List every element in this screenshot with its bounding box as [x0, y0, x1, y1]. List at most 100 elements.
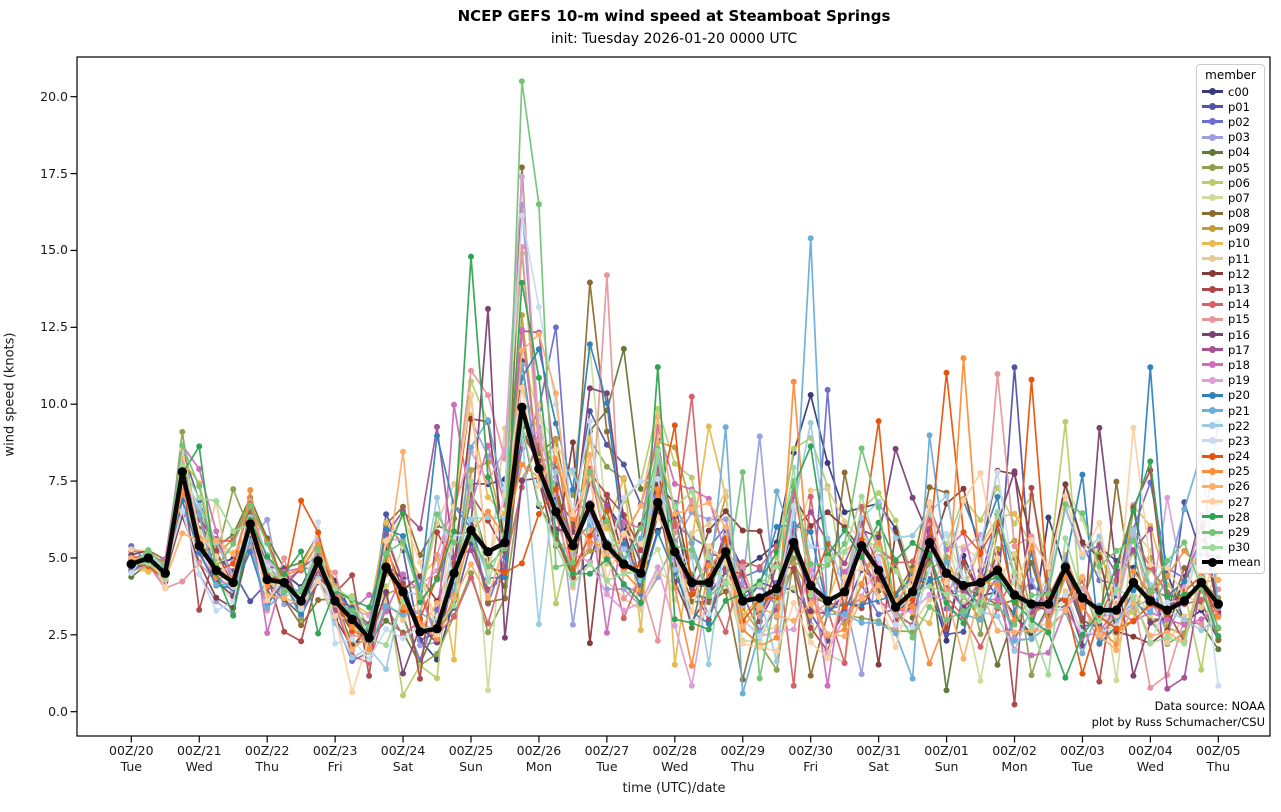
ensemble-line-p28 [128, 253, 1222, 681]
x-tick-label: 00Z/28 Wed [652, 743, 698, 774]
legend-entry-label: p20 [1228, 388, 1250, 403]
legend-entry-label: p05 [1228, 160, 1250, 175]
legend-entry-p11: p11 [1202, 251, 1259, 266]
legend-entry-label: p17 [1228, 342, 1250, 357]
legend-swatch [1202, 406, 1223, 415]
legend-entry-p19: p19 [1202, 373, 1259, 388]
legend-entry-p23: p23 [1202, 433, 1259, 448]
legend-swatch [1202, 209, 1223, 218]
y-tick-label: 2.5 [48, 626, 68, 642]
legend-entry-label: p21 [1228, 403, 1250, 418]
legend-entry-p30: p30 [1202, 540, 1259, 555]
y-tick-label: 5.0 [48, 549, 68, 565]
legend-entry-label: p04 [1228, 145, 1250, 160]
legend-swatch [1202, 512, 1223, 521]
legend-entry-p27: p27 [1202, 494, 1259, 509]
legend-entry-label: p27 [1228, 494, 1250, 509]
x-tick-label: 00Z/20 Tue [109, 743, 154, 774]
legend-entries: c00 p01 p02 p03 p04 p05 p06 p07 p08 p09 p10 p11 p12 p… [1202, 84, 1261, 570]
legend-swatch [1202, 360, 1223, 369]
legend-entry-p28: p28 [1202, 509, 1259, 524]
legend-entry-p17: p17 [1202, 342, 1259, 357]
legend-entry-label: p14 [1228, 297, 1250, 312]
legend-swatch [1202, 102, 1223, 111]
legend-entry-label: mean [1228, 555, 1261, 570]
x-tick-label: 00Z/02 Mon [992, 743, 1037, 774]
x-tick-label: 00Z/04 Wed [1128, 743, 1173, 774]
legend-swatch [1202, 193, 1223, 202]
y-axis-label: wind speed (knots) [2, 332, 18, 457]
legend-swatch [1202, 315, 1223, 324]
legend-entry-c00: c00 [1202, 84, 1259, 99]
legend-entry-label: p26 [1228, 479, 1250, 494]
legend-swatch [1202, 224, 1223, 233]
legend-entry-p18: p18 [1202, 357, 1259, 372]
legend-swatch [1202, 467, 1223, 476]
chart-title: NCEP GEFS 10-m wind speed at Steamboat S… [457, 7, 891, 25]
legend-entry-p16: p16 [1202, 327, 1259, 342]
legend-entry-p07: p07 [1202, 190, 1259, 205]
legend-entry-label: p30 [1228, 540, 1250, 555]
legend-swatch [1202, 178, 1223, 187]
legend-entry-p03: p03 [1202, 130, 1259, 145]
legend-entry-label: p29 [1228, 525, 1250, 540]
x-tick-label: 00Z/24 Sat [380, 743, 426, 774]
legend-swatch [1202, 452, 1223, 461]
chart-subtitle: init: Tuesday 2026-01-20 0000 UTC [550, 31, 798, 47]
x-axis-label: time (UTC)/date [622, 781, 726, 796]
x-tick-label: 00Z/21 Wed [176, 743, 222, 774]
legend-entry-label: p24 [1228, 449, 1250, 464]
legend-entry-label: p08 [1228, 206, 1250, 221]
legend-entry-p15: p15 [1202, 312, 1259, 327]
legend-entry-label: p01 [1228, 99, 1250, 114]
x-tick-label: 00Z/23 Fri [312, 743, 358, 774]
y-tick-label: 17.5 [40, 165, 68, 181]
legend-entry-label: p09 [1228, 221, 1250, 236]
x-tick-label: 00Z/29 Thu [720, 743, 766, 774]
legend-entry-p24: p24 [1202, 449, 1259, 464]
legend-entry-label: p02 [1228, 114, 1250, 129]
annotation: Data source: NOAA plot by Russ Schumache… [1092, 699, 1265, 730]
legend-entry-p01: p01 [1202, 99, 1259, 114]
legend-entry-p29: p29 [1202, 524, 1259, 539]
y-tick-label: 15.0 [40, 242, 68, 258]
legend-swatch [1202, 285, 1223, 294]
legend-entry-label: p03 [1228, 130, 1250, 145]
x-tick-label: 00Z/25 Sun [448, 743, 494, 774]
legend-swatch [1202, 376, 1223, 385]
x-tick-label: 00Z/27 Tue [584, 743, 630, 774]
legend-entry-label: p19 [1228, 373, 1250, 388]
legend-entry-label: p28 [1228, 509, 1250, 524]
legend-swatch [1202, 436, 1223, 445]
legend-entry-label: p25 [1228, 464, 1250, 479]
legend-swatch [1202, 300, 1223, 309]
legend-entry-label: p15 [1228, 312, 1250, 327]
legend-entry-p20: p20 [1202, 388, 1259, 403]
legend-entry-label: p12 [1228, 266, 1250, 281]
legend-swatch [1202, 391, 1223, 400]
legend-entry-p09: p09 [1202, 221, 1259, 236]
x-tick-label: 00Z/22 Thu [244, 743, 290, 774]
legend-entry-label: p23 [1228, 433, 1250, 448]
legend-entry-p05: p05 [1202, 160, 1259, 175]
legend-entry-p02: p02 [1202, 114, 1259, 129]
x-tick-label: 00Z/30 Fri [788, 743, 833, 774]
legend-entry-label: p10 [1228, 236, 1250, 251]
legend-entry-label: p18 [1228, 357, 1250, 372]
legend-entry-label: p11 [1228, 251, 1250, 266]
legend-swatch [1202, 345, 1223, 354]
mean-line [126, 402, 1224, 643]
ensemble-line-p25 [128, 355, 1222, 669]
legend-entry-mean: mean [1202, 555, 1261, 570]
legend-swatch [1202, 528, 1223, 537]
y-tick-label: 10.0 [40, 396, 68, 412]
legend-entry-p22: p22 [1202, 418, 1259, 433]
axes-frame [76, 56, 1271, 737]
legend-swatch [1202, 421, 1223, 430]
legend-entry-p06: p06 [1202, 175, 1259, 190]
legend-swatch [1202, 557, 1223, 567]
legend-entry-label: p07 [1228, 190, 1250, 205]
legend-entry-label: p06 [1228, 175, 1250, 190]
legend-swatch [1202, 330, 1223, 339]
